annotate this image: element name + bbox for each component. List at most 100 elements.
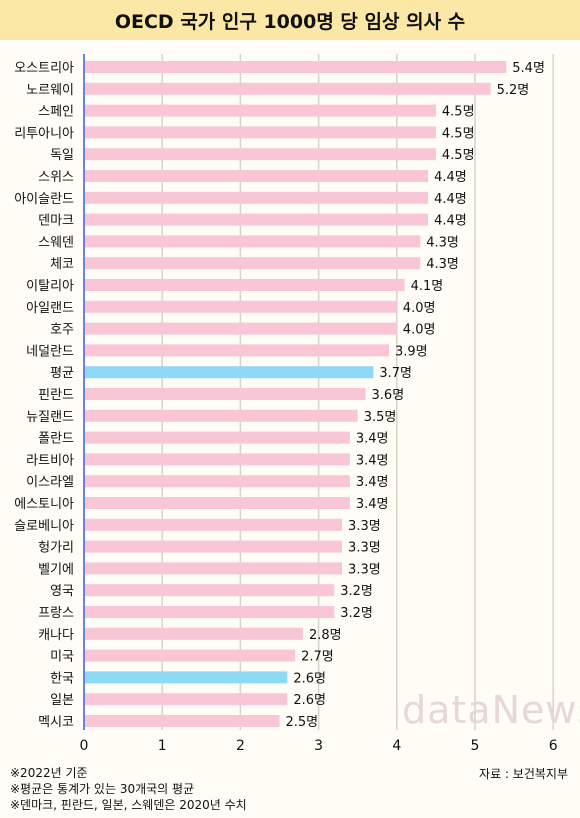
category-label: 핀란드 [38, 388, 74, 403]
value-label: 4.4명 [434, 170, 467, 185]
value-label: 3.3명 [348, 541, 381, 556]
bar [85, 126, 436, 139]
bar [85, 409, 358, 422]
footnote: ※덴마크, 핀란드, 일본, 스웨덴은 2020년 수치 [10, 798, 247, 812]
category-label: 오스트리아 [14, 61, 74, 76]
bar [85, 388, 366, 400]
category-label: 프랑스 [38, 606, 74, 621]
category-label: 스페인 [38, 105, 74, 120]
category-label: 캐나다 [38, 628, 74, 643]
bar [85, 235, 421, 248]
x-tick-label: 0 [80, 738, 89, 754]
value-label: 3.9명 [395, 344, 428, 359]
value-label: 4.3명 [426, 235, 459, 250]
category-label: 미국 [50, 650, 74, 665]
watermark-logo: dataNews [402, 688, 580, 732]
bar [85, 431, 350, 444]
value-label: 5.4명 [512, 61, 545, 76]
bar [85, 584, 335, 597]
bar [85, 540, 343, 553]
bar [85, 279, 405, 291]
value-label: 4.5명 [442, 148, 475, 163]
x-tick-label: 6 [549, 738, 558, 754]
bar [85, 170, 429, 182]
bar [85, 453, 350, 466]
category-label: 멕시코 [38, 715, 74, 730]
x-tick-label: 4 [392, 738, 401, 754]
category-label: 평균 [50, 366, 74, 381]
bar [85, 649, 296, 662]
value-label: 4.3명 [426, 257, 459, 272]
source-note: 자료 : 보건복지부 [479, 767, 568, 781]
value-label: 3.3명 [348, 562, 381, 577]
bar [85, 61, 507, 73]
value-label: 4.0명 [403, 323, 436, 338]
category-label: 라트비아 [26, 453, 74, 468]
category-label: 에스토니아 [14, 497, 74, 512]
category-label: 네덜란드 [26, 344, 74, 359]
category-label: 이스라엘 [26, 475, 74, 490]
value-label: 4.5명 [442, 126, 475, 141]
value-label: 3.4명 [356, 475, 389, 490]
category-label: 한국 [50, 671, 74, 686]
bar [85, 671, 288, 684]
value-label: 3.3명 [348, 519, 381, 534]
value-label: 4.4명 [434, 214, 467, 229]
value-label: 2.8명 [309, 628, 342, 643]
bar [85, 715, 280, 727]
bar [85, 693, 288, 706]
x-tick-label: 3 [314, 738, 323, 754]
footnotes: ※2022년 기준 ※평균은 통계가 있는 30개국의 평균 ※덴마크, 핀란드… [10, 765, 247, 813]
bar [85, 82, 491, 95]
bar [85, 606, 335, 618]
bar [85, 627, 303, 640]
bar [85, 148, 436, 161]
value-label: 2.6명 [293, 671, 326, 686]
value-label: 3.4명 [356, 432, 389, 447]
bar [85, 497, 350, 509]
value-label: 2.5명 [286, 715, 319, 730]
value-label: 3.7명 [379, 366, 412, 381]
category-label: 덴마크 [38, 214, 74, 229]
chart-title: OECD 국가 인구 1000명 당 임상 의사 수 [0, 0, 580, 40]
value-label: 3.4명 [356, 453, 389, 468]
category-label: 노르웨이 [26, 83, 74, 98]
footnote: ※평균은 통계가 있는 30개국의 평균 [10, 782, 195, 796]
bar [85, 257, 421, 270]
category-label: 뉴질랜드 [26, 410, 74, 425]
bar [85, 104, 436, 117]
value-label: 3.5명 [364, 410, 397, 425]
x-tick-label: 2 [236, 738, 245, 754]
value-label: 3.2명 [340, 584, 373, 599]
category-label: 슬로베니아 [14, 519, 74, 534]
category-label: 폴란드 [38, 432, 74, 447]
bar [85, 475, 350, 488]
category-label: 헝가리 [38, 541, 74, 556]
bar [85, 191, 429, 204]
value-label: 4.1명 [411, 279, 444, 294]
value-label: 5.2명 [497, 83, 530, 98]
category-label: 체코 [50, 257, 74, 272]
value-label: 3.4명 [356, 497, 389, 512]
value-label: 2.7명 [301, 650, 334, 665]
category-label: 아일랜드 [26, 301, 74, 316]
bar [85, 300, 397, 313]
bar [85, 366, 374, 379]
x-tick-label: 1 [158, 738, 167, 754]
value-label: 3.6명 [372, 388, 405, 403]
bar [85, 518, 343, 531]
footnote: ※2022년 기준 [10, 766, 88, 780]
category-label: 영국 [50, 584, 74, 599]
category-label: 호주 [50, 323, 74, 338]
bar [85, 344, 389, 357]
category-label: 독일 [50, 148, 74, 163]
value-label: 4.4명 [434, 192, 467, 207]
category-label: 벨기에 [38, 562, 74, 577]
value-label: 2.6명 [293, 693, 326, 708]
category-label: 아이슬란드 [14, 192, 74, 207]
category-label: 일본 [50, 693, 74, 708]
category-label: 스웨덴 [38, 235, 74, 250]
bar [85, 562, 343, 575]
value-label: 3.2명 [340, 606, 373, 621]
